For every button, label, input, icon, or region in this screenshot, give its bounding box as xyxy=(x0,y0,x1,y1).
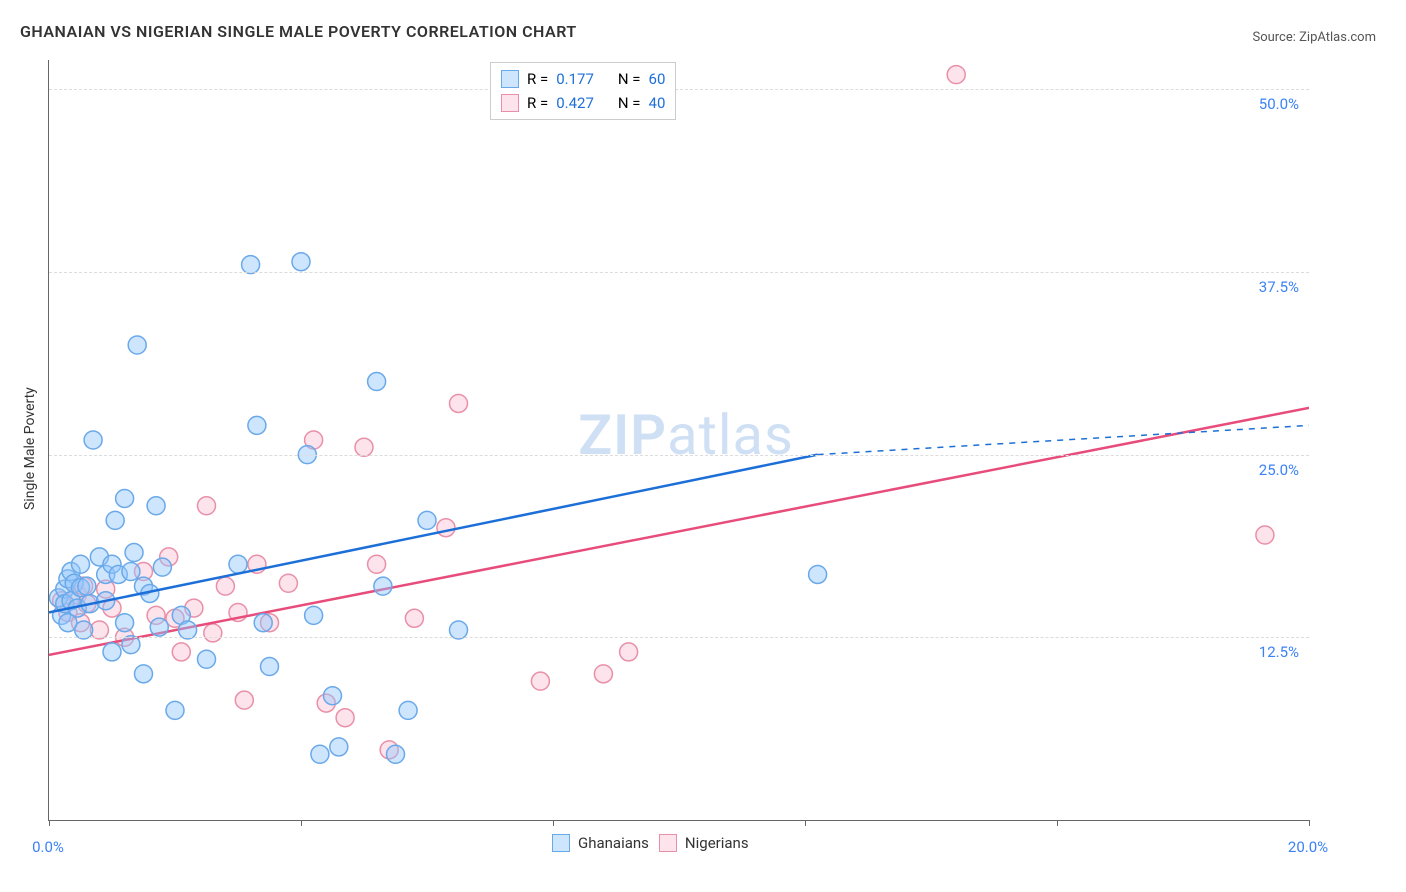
chart-title: GHANAIAN VS NIGERIAN SINGLE MALE POVERTY… xyxy=(20,22,577,41)
x-tick xyxy=(301,820,302,826)
ghanaians-point xyxy=(450,621,468,639)
y-tick-label: 25.0% xyxy=(1259,461,1299,479)
ghanaians-point xyxy=(324,687,342,705)
ghanaians-point xyxy=(179,621,197,639)
source-label: Source: ZipAtlas.com xyxy=(1252,30,1376,45)
ghanaians-point xyxy=(248,416,266,434)
gridline xyxy=(49,455,1309,456)
nigerians-point xyxy=(594,665,612,683)
ghanaians-point xyxy=(106,511,124,529)
legend-item: Nigerians xyxy=(659,834,749,852)
ghanaians-trendline-extrapolated xyxy=(818,425,1309,454)
nigerians-point xyxy=(279,574,297,592)
ghanaians-point xyxy=(368,373,386,391)
nigerians-point xyxy=(172,643,190,661)
ghanaians-point xyxy=(305,606,323,624)
ghanaians-point xyxy=(84,431,102,449)
ghanaians-point xyxy=(330,738,348,756)
legend-label: Ghanaians xyxy=(578,834,649,852)
nigerians-point xyxy=(216,577,234,595)
ghanaians-point xyxy=(166,701,184,719)
nigerians-point xyxy=(368,555,386,573)
ghanaians-point xyxy=(399,701,417,719)
x-tick xyxy=(1309,820,1310,826)
y-tick-label: 12.5% xyxy=(1259,643,1299,661)
ghanaians-point xyxy=(75,621,93,639)
ghanaians-point xyxy=(198,650,216,668)
ghanaians-point xyxy=(147,497,165,515)
ghanaians-swatch xyxy=(501,70,519,88)
n-label: N = xyxy=(618,70,641,88)
series-legend: Ghanaians Nigerians xyxy=(552,834,749,852)
ghanaians-point xyxy=(292,253,310,271)
n-label: N = xyxy=(618,94,641,112)
correlation-legend: R = 0.177 N = 60 R = 0.427 N = 40 xyxy=(490,62,676,120)
nigerians-point xyxy=(1256,526,1274,544)
ghanaians-point xyxy=(116,489,134,507)
legend-swatch xyxy=(659,834,677,852)
scatter-chart xyxy=(49,60,1309,820)
nigerians-point xyxy=(336,709,354,727)
ghanaians-trendline xyxy=(49,455,818,613)
ghanaians-point xyxy=(128,336,146,354)
ghanaians-point xyxy=(103,643,121,661)
gridline xyxy=(49,272,1309,273)
ghanaians-point xyxy=(150,618,168,636)
r-label: R = xyxy=(527,70,548,88)
gridline xyxy=(49,637,1309,638)
legend-label: Nigerians xyxy=(685,834,749,852)
plot-area: ZIPatlas R = 0.177 N = 60 R = 0.427 N = … xyxy=(48,60,1309,821)
ghanaians-point xyxy=(153,558,171,576)
ghanaians-point xyxy=(374,577,392,595)
ghanaians-point xyxy=(122,563,140,581)
nigerians-point xyxy=(620,643,638,661)
r-value-nigerians: 0.427 xyxy=(556,94,594,112)
n-value-nigerians: 40 xyxy=(649,94,666,112)
ghanaians-point xyxy=(135,665,153,683)
ghanaians-point xyxy=(122,636,140,654)
legend-item: Ghanaians xyxy=(552,834,649,852)
nigerians-point xyxy=(204,624,222,642)
ghanaians-point xyxy=(387,745,405,763)
r-label: R = xyxy=(527,94,548,112)
gridline xyxy=(49,89,1309,90)
x-tick xyxy=(553,820,554,826)
ghanaians-point xyxy=(254,614,272,632)
ghanaians-point xyxy=(229,555,247,573)
x-tick xyxy=(1057,820,1058,826)
y-tick-label: 37.5% xyxy=(1259,278,1299,296)
nigerians-point xyxy=(531,672,549,690)
nigerians-point xyxy=(355,438,373,456)
x-tick xyxy=(805,820,806,826)
ghanaians-point xyxy=(418,511,436,529)
ghanaians-point xyxy=(809,565,827,583)
ghanaians-point xyxy=(242,256,260,274)
legend-row-ghanaians: R = 0.177 N = 60 xyxy=(501,67,665,91)
ghanaians-point xyxy=(72,555,90,573)
n-value-ghanaians: 60 xyxy=(649,70,666,88)
ghanaians-point xyxy=(311,745,329,763)
nigerians-point xyxy=(437,519,455,537)
x-tick xyxy=(49,820,50,826)
legend-swatch xyxy=(552,834,570,852)
r-value-ghanaians: 0.177 xyxy=(556,70,594,88)
x-axis-min-label: 0.0% xyxy=(32,838,64,856)
nigerians-point xyxy=(198,497,216,515)
x-axis-max-label: 20.0% xyxy=(1288,838,1328,856)
ghanaians-point xyxy=(125,544,143,562)
legend-row-nigerians: R = 0.427 N = 40 xyxy=(501,91,665,115)
ghanaians-point xyxy=(116,614,134,632)
nigerians-point xyxy=(235,691,253,709)
ghanaians-point xyxy=(261,658,279,676)
nigerians-point xyxy=(947,66,965,84)
nigerians-swatch xyxy=(501,94,519,112)
nigerians-point xyxy=(405,609,423,627)
y-axis-label: Single Male Poverty xyxy=(22,387,38,510)
nigerians-point xyxy=(450,394,468,412)
nigerians-trendline xyxy=(49,408,1309,655)
y-tick-label: 50.0% xyxy=(1259,95,1299,113)
ghanaians-point xyxy=(78,577,96,595)
